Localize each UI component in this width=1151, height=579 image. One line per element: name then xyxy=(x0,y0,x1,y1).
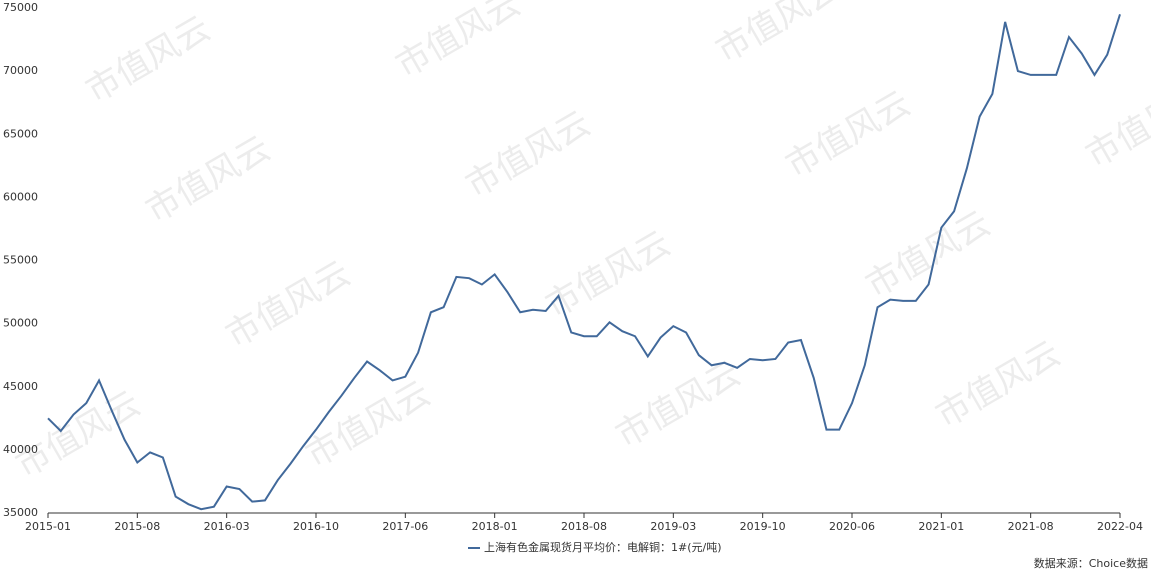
watermark: 市值风云 xyxy=(139,128,277,231)
watermark: 市值风云 xyxy=(9,383,147,486)
x-tick-label: 2016-10 xyxy=(293,520,339,533)
watermark: 市值风云 xyxy=(1079,73,1151,176)
y-tick-label: 40000 xyxy=(3,443,38,456)
x-tick-label: 2015-08 xyxy=(114,520,160,533)
watermark: 市值风云 xyxy=(459,103,597,206)
y-tick-label: 75000 xyxy=(3,1,38,14)
watermark: 市值风云 xyxy=(609,353,747,456)
x-tick-label: 2016-03 xyxy=(204,520,250,533)
y-tick-label: 60000 xyxy=(3,190,38,203)
y-tick-label: 55000 xyxy=(3,254,38,267)
x-tick-label: 2019-10 xyxy=(740,520,786,533)
x-tick-label: 2015-01 xyxy=(25,520,71,533)
watermark: 市值风云 xyxy=(929,333,1067,436)
y-tick-label: 65000 xyxy=(3,127,38,140)
x-tick-label: 2021-08 xyxy=(1008,520,1054,533)
watermark: 市值风云 xyxy=(859,203,997,306)
x-tick-label: 2019-03 xyxy=(650,520,696,533)
watermark: 市值风云 xyxy=(79,8,217,111)
x-tick-label: 2022-04 xyxy=(1097,520,1143,533)
y-tick-label: 45000 xyxy=(3,380,38,393)
y-tick-label: 50000 xyxy=(3,317,38,330)
watermark: 市值风云 xyxy=(539,223,677,326)
x-tick-label: 2017-06 xyxy=(382,520,428,533)
x-tick-label: 2020-06 xyxy=(829,520,875,533)
x-tick-label: 2021-01 xyxy=(918,520,964,533)
x-tick-label: 2018-08 xyxy=(561,520,607,533)
legend-label: 上海有色金属现货月平均价：电解铜：1#(元/吨) xyxy=(484,540,722,554)
watermark: 市值风云 xyxy=(779,83,917,186)
x-tick-label: 2018-01 xyxy=(472,520,518,533)
line-series xyxy=(47,14,1121,511)
watermark: 市值风云 xyxy=(219,253,357,356)
y-tick-label: 70000 xyxy=(3,64,38,77)
watermark: 市值风云 xyxy=(389,0,527,86)
watermark: 市值风云 xyxy=(709,0,847,71)
y-tick-label: 35000 xyxy=(3,506,38,519)
source-note: 数据来源：Choice数据 xyxy=(1034,556,1148,570)
